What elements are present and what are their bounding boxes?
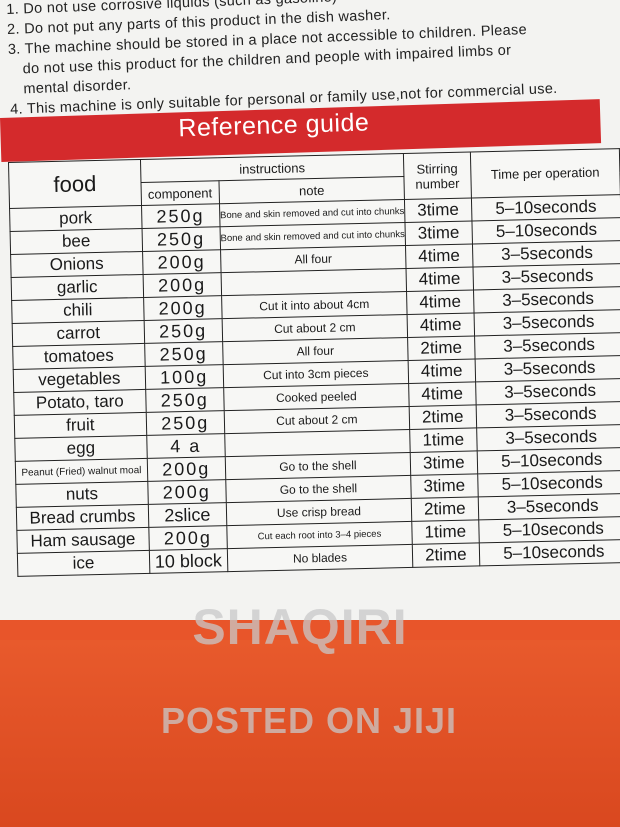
- time-cell: 3–5seconds: [477, 493, 620, 520]
- food-cell: tomatoes: [12, 343, 145, 370]
- time-cell: 5–10seconds: [478, 539, 620, 566]
- comp-cell: 250g: [141, 203, 220, 229]
- stir-cell: 1time: [409, 427, 477, 453]
- food-cell: Potato, taro: [13, 389, 146, 416]
- food-cell: vegetables: [13, 366, 146, 393]
- food-cell: Peanut (Fried) walnut moal: [15, 458, 148, 485]
- note-cell: No blades: [227, 544, 413, 572]
- comp-cell: 200g: [142, 272, 222, 298]
- comp-cell: 250g: [143, 318, 223, 344]
- food-cell: bee: [10, 228, 143, 255]
- comp-cell: 200g: [143, 295, 222, 321]
- header-stirring: Stirring number: [403, 152, 471, 200]
- time-cell: 3–5seconds: [476, 424, 620, 451]
- time-cell: 3–5seconds: [473, 309, 620, 336]
- time-cell: 5–10seconds: [471, 217, 620, 244]
- time-cell: 3–5seconds: [475, 401, 620, 428]
- orange-box-background-lower: [0, 640, 620, 827]
- food-cell: fruit: [14, 412, 147, 439]
- header-component: component: [140, 180, 220, 206]
- food-cell: egg: [14, 435, 147, 462]
- time-cell: 5–10seconds: [470, 194, 620, 221]
- comp-cell: 200g: [148, 525, 228, 551]
- watermark-shaqiri: SHAQIRI: [192, 599, 408, 655]
- food-cell: Bread crumbs: [16, 504, 149, 531]
- stir-cell: 3time: [405, 220, 473, 246]
- food-cell: Ham sausage: [16, 527, 150, 554]
- comp-cell: 10 block: [149, 548, 228, 574]
- banner-title: Reference guide: [177, 108, 370, 143]
- comp-cell: 200g: [142, 249, 221, 275]
- stir-cell: 4time: [406, 266, 474, 292]
- food-cell: garlic: [11, 274, 144, 301]
- food-cell: Onions: [10, 251, 143, 278]
- food-cell: pork: [9, 205, 142, 232]
- watermark-posted-on-jiji: POSTED ON JIJI: [160, 700, 458, 741]
- stir-cell: 4time: [405, 243, 473, 269]
- comp-cell: 250g: [145, 387, 224, 413]
- comp-cell: 2slice: [148, 502, 227, 528]
- comp-cell: 100g: [144, 364, 224, 390]
- time-cell: 3–5seconds: [472, 263, 620, 290]
- food-cell: ice: [17, 550, 150, 577]
- time-cell: 5–10seconds: [477, 470, 620, 497]
- comp-cell: 200g: [146, 456, 226, 482]
- header-food: food: [8, 159, 142, 209]
- header-time: Time per operation: [469, 148, 620, 199]
- food-cell: nuts: [15, 481, 149, 508]
- comp-cell: 250g: [144, 341, 223, 367]
- comp-cell: 250g: [145, 410, 225, 436]
- time-cell: 3–5seconds: [472, 240, 620, 267]
- stir-cell: 2time: [412, 542, 480, 568]
- time-cell: 5–10seconds: [476, 447, 620, 474]
- instruction-sheet: 1. Do not use corrosive liquids (such as…: [0, 0, 620, 620]
- stir-cell: 2time: [409, 404, 477, 430]
- stir-cell: 3time: [410, 473, 478, 499]
- time-cell: 3–5seconds: [473, 286, 620, 313]
- food-cell: carrot: [12, 320, 145, 347]
- comp-cell: 200g: [147, 479, 227, 505]
- comp-cell: 250g: [141, 226, 221, 252]
- food-cell: chili: [11, 297, 144, 324]
- stir-cell: 4time: [407, 312, 475, 338]
- comp-cell: 4 a: [146, 433, 226, 459]
- stir-cell: 3time: [404, 198, 472, 223]
- reference-table: food instructions Stirring number Time p…: [8, 148, 620, 577]
- time-cell: 3–5seconds: [475, 378, 620, 405]
- stir-cell: 2time: [411, 496, 479, 522]
- stir-cell: 1time: [411, 519, 479, 545]
- stir-cell: 2time: [407, 335, 475, 361]
- stir-cell: 4time: [408, 358, 476, 384]
- stir-cell: 4time: [408, 381, 476, 407]
- time-cell: 3–5seconds: [474, 332, 620, 359]
- stir-cell: 3time: [410, 450, 478, 476]
- time-cell: 5–10seconds: [478, 516, 620, 543]
- stir-cell: 4time: [406, 289, 474, 315]
- time-cell: 3–5seconds: [474, 355, 620, 382]
